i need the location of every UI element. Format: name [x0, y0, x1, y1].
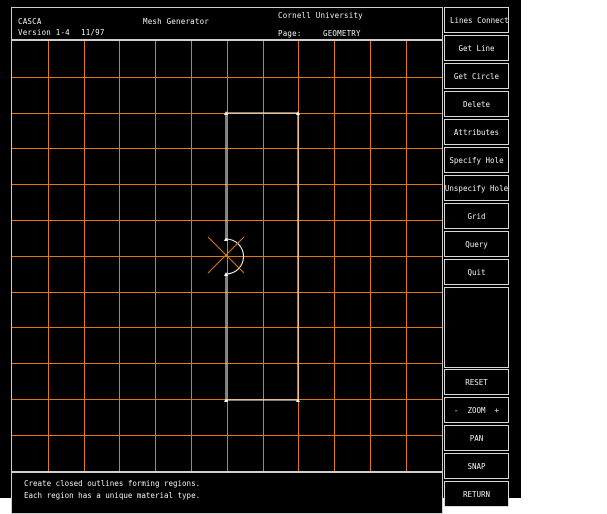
version-label: Version 1-4 — [18, 28, 70, 37]
vertex-marker — [224, 237, 228, 241]
delete-button[interactable]: Delete — [444, 91, 509, 117]
quit-button[interactable]: Quit — [444, 259, 509, 285]
button-label: Get Circle — [453, 71, 500, 81]
arc-center-cross-line-b — [207, 236, 245, 274]
button-label: Unspecify Hole — [444, 183, 509, 193]
vertex-marker — [296, 111, 300, 115]
button-label: PAN — [469, 433, 484, 443]
button-label: Delete — [462, 99, 491, 109]
page-value: GEOMETRY — [323, 29, 361, 38]
reset-button[interactable]: RESET — [444, 369, 509, 395]
query-button[interactable]: Query — [444, 231, 509, 257]
command-menu: Lines Connected Get Line Get Circle Dele… — [444, 7, 509, 507]
message-line: Each region has a unique material type. — [24, 491, 201, 500]
get-line-button[interactable]: Get Line — [444, 35, 509, 61]
button-label: Specify Hole — [449, 155, 504, 165]
vertex-marker — [224, 272, 228, 276]
button-label: RETURN — [462, 489, 491, 499]
header-bar: CASCA Version 1-4 11/97 Mesh Generator C… — [11, 7, 443, 40]
specify-hole-button[interactable]: Specify Hole — [444, 147, 509, 173]
snap-button[interactable]: SNAP — [444, 453, 509, 479]
button-label: Grid — [467, 211, 486, 221]
lines-connected-button[interactable]: Lines Connected — [444, 7, 509, 33]
pan-button[interactable]: PAN — [444, 425, 509, 451]
button-label: Attributes — [453, 127, 500, 137]
semicircle-arc — [225, 238, 244, 275]
zoom-button[interactable]: - ZOOM + — [444, 397, 509, 423]
button-label: - ZOOM + — [453, 405, 500, 415]
button-label: Lines Connected — [450, 15, 509, 25]
grid-button[interactable]: Grid — [444, 203, 509, 229]
button-label: SNAP — [467, 461, 486, 471]
message-line: Create closed outlines forming regions. — [24, 479, 201, 488]
button-label: Quit — [467, 267, 486, 277]
vertex-marker — [296, 398, 300, 402]
region-outline — [207, 111, 300, 402]
drawing-canvas[interactable] — [11, 40, 443, 472]
attributes-button[interactable]: Attributes — [444, 119, 509, 145]
version-date: 11/97 — [81, 28, 105, 37]
return-button[interactable]: RETURN — [444, 481, 509, 507]
vertex-marker — [224, 398, 228, 402]
message-area: Create closed outlines forming regions. … — [11, 472, 443, 514]
institution-label: Cornell University — [278, 11, 363, 20]
app-title: Mesh Generator — [143, 17, 210, 26]
casca-window: CASCA Version 1-4 11/97 Mesh Generator C… — [0, 0, 521, 514]
app-name: CASCA — [18, 17, 42, 26]
canvas-svg[interactable] — [12, 41, 442, 471]
get-circle-button[interactable]: Get Circle — [444, 63, 509, 89]
vertex-marker — [224, 111, 228, 115]
unspecify-hole-button[interactable]: Unspecify Hole — [444, 175, 509, 201]
button-label: RESET — [465, 377, 488, 387]
page-label: Page: — [278, 29, 302, 38]
button-label: Get Line — [458, 43, 495, 53]
menu-empty-panel — [444, 287, 509, 368]
empty-background — [521, 0, 607, 498]
button-label: Query — [465, 239, 488, 249]
